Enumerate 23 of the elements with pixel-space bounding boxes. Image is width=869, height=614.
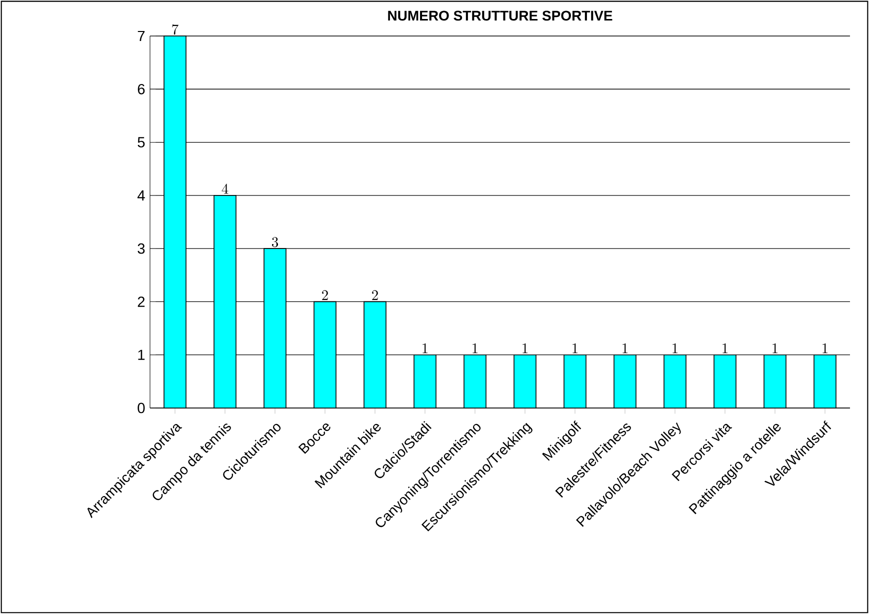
data-label: 2 <box>372 290 378 300</box>
data-label: 1 <box>822 343 828 354</box>
y-tick-label: 5 <box>138 137 145 148</box>
y-tick-label: 2 <box>138 296 145 307</box>
data-label: 1 <box>622 343 628 354</box>
data-label: 1 <box>572 343 578 354</box>
data-label: 1 <box>472 343 478 354</box>
data-label: 2 <box>322 290 328 300</box>
y-tick-label: 6 <box>138 84 145 94</box>
y-tick-label: 1 <box>138 350 145 360</box>
data-label: 1 <box>722 343 728 354</box>
y-tick-label: 7 <box>138 30 145 42</box>
y-tick-label: 4 <box>137 190 145 200</box>
data-label: 4 <box>222 184 228 194</box>
data-label: 1 <box>522 343 528 354</box>
data-label: 7 <box>172 24 178 35</box>
data-label: 1 <box>672 343 678 354</box>
data-label: 3 <box>272 237 278 248</box>
y-tick-label: 0 <box>138 402 145 414</box>
data-label: 1 <box>772 343 778 354</box>
chart-title: NUMERO STRUTTURE SPORTIVE <box>388 10 612 21</box>
data-label: 1 <box>422 343 428 354</box>
y-tick-label: 3 <box>138 243 145 254</box>
